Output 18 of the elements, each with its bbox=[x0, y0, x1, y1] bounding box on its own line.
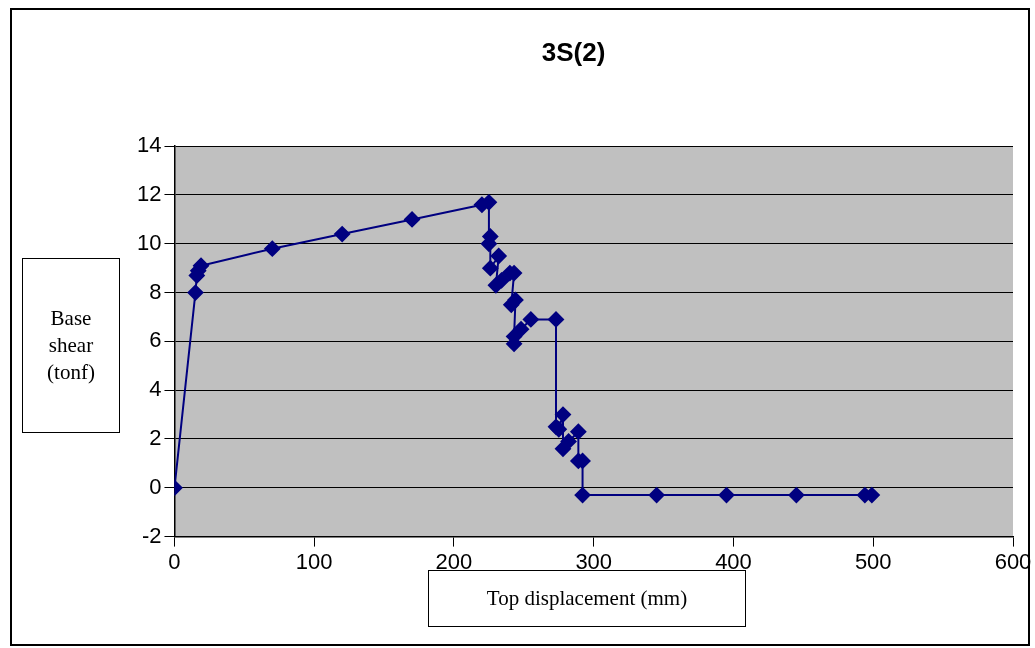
x-tick-label: 400 bbox=[715, 548, 752, 574]
y-tick-label: -2 bbox=[141, 522, 162, 548]
chart-title: 3S(2) bbox=[541, 36, 606, 67]
y-tick-label: 10 bbox=[136, 229, 162, 255]
x-axis-title: Top displacement (mm) bbox=[486, 586, 688, 610]
y-tick-label: 2 bbox=[149, 425, 162, 451]
y-axis-title: Base shear (tonf) bbox=[22, 258, 120, 433]
y-tick-label: 6 bbox=[149, 327, 162, 353]
y-tick-label: 8 bbox=[149, 278, 162, 304]
x-tick-label: 100 bbox=[295, 548, 333, 574]
y-tick-label: 4 bbox=[149, 376, 162, 402]
y-tick-label: 0 bbox=[149, 473, 162, 499]
x-tick-label: 0 bbox=[168, 548, 181, 574]
y-tick-label: 14 bbox=[136, 132, 162, 158]
y-tick-label: 12 bbox=[136, 181, 162, 207]
x-tick-label: 200 bbox=[435, 548, 473, 574]
x-tick-label: 300 bbox=[575, 548, 613, 574]
x-tick-label: 500 bbox=[854, 548, 892, 574]
